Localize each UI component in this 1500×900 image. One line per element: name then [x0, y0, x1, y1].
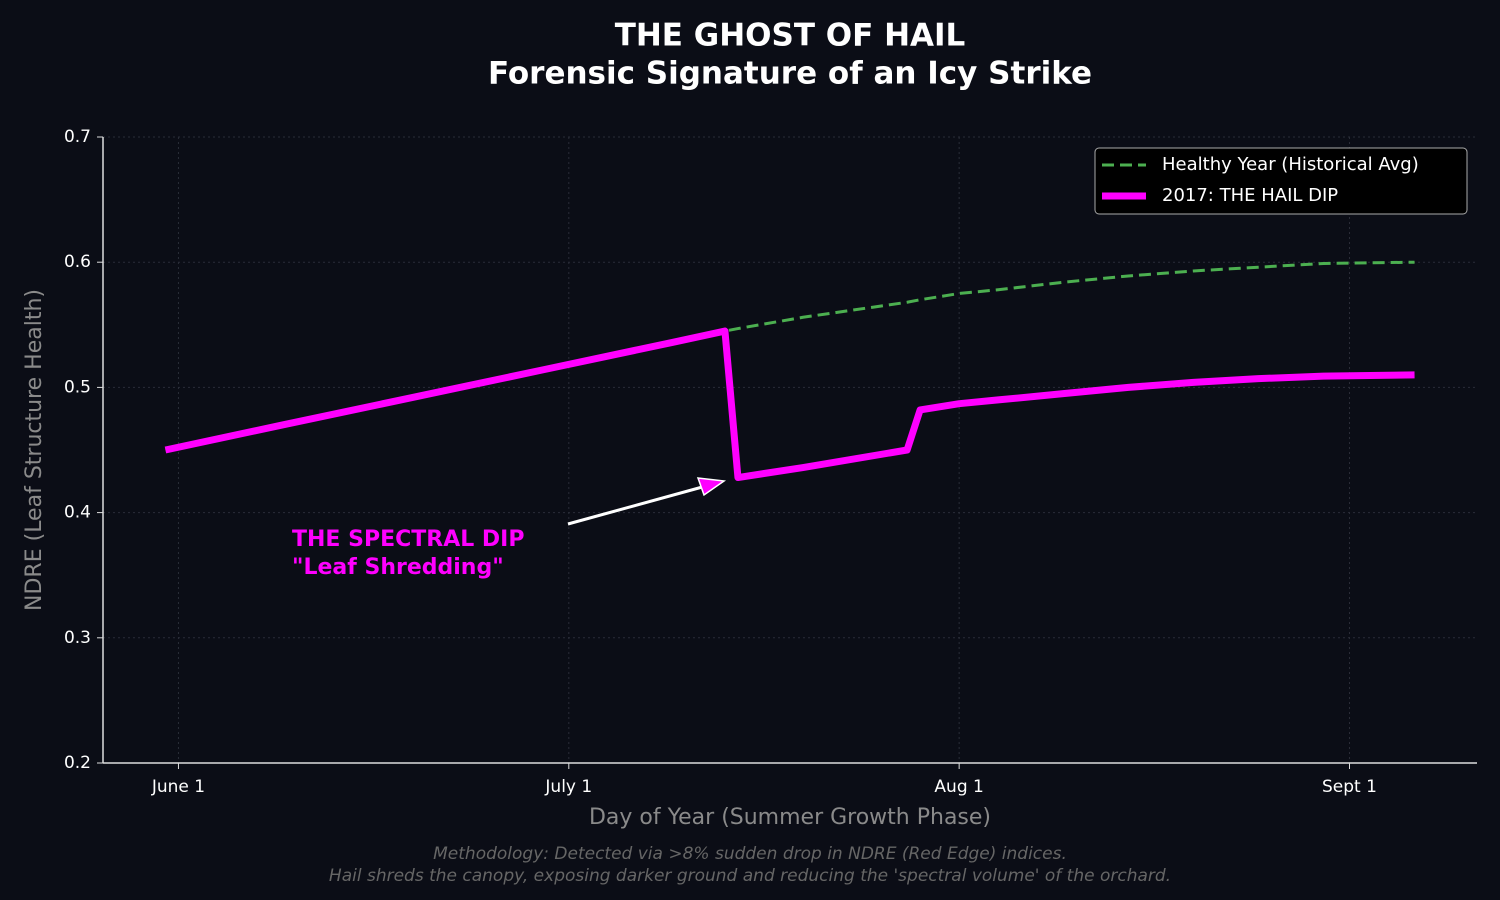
- y-tick-label: 0.6: [64, 252, 91, 272]
- y-tick-label: 0.7: [64, 127, 91, 147]
- chart-subtitle: Forensic Signature of an Icy Strike: [488, 56, 1092, 92]
- y-tick-label: 0.3: [64, 628, 91, 648]
- annotation-arrowhead: [696, 477, 727, 497]
- y-tick-label: 0.2: [64, 753, 91, 773]
- footnote: Hail shreds the canopy, exposing darker …: [329, 866, 1171, 886]
- annotation-arrow: [567, 484, 707, 526]
- series-line: [164, 327, 1415, 482]
- legend-label: 2017: THE HAIL DIP: [1162, 185, 1338, 206]
- legend-label: Healthy Year (Historical Avg): [1162, 154, 1419, 175]
- annotation-text: "Leaf Shredding": [292, 555, 504, 580]
- annotation-text: THE SPECTRAL DIP: [292, 527, 524, 552]
- x-axis-label: Day of Year (Summer Growth Phase): [589, 805, 991, 830]
- x-tick-label: July 1: [544, 777, 592, 797]
- footnote: Methodology: Detected via >8% sudden dro…: [433, 844, 1067, 864]
- chart-title: THE GHOST OF HAIL: [615, 18, 966, 54]
- x-tick-label: June 1: [151, 777, 205, 797]
- legend: Healthy Year (Historical Avg) 2017: THE H…: [1094, 147, 1468, 215]
- x-tick-label: Aug 1: [934, 777, 983, 797]
- y-axis-label: NDRE (Leaf Structure Health): [22, 289, 47, 611]
- y-tick-label: 0.4: [64, 503, 91, 523]
- x-tick-label: Sept 1: [1322, 777, 1377, 797]
- legend-box: [1094, 147, 1468, 215]
- y-tick-label: 0.5: [64, 377, 91, 397]
